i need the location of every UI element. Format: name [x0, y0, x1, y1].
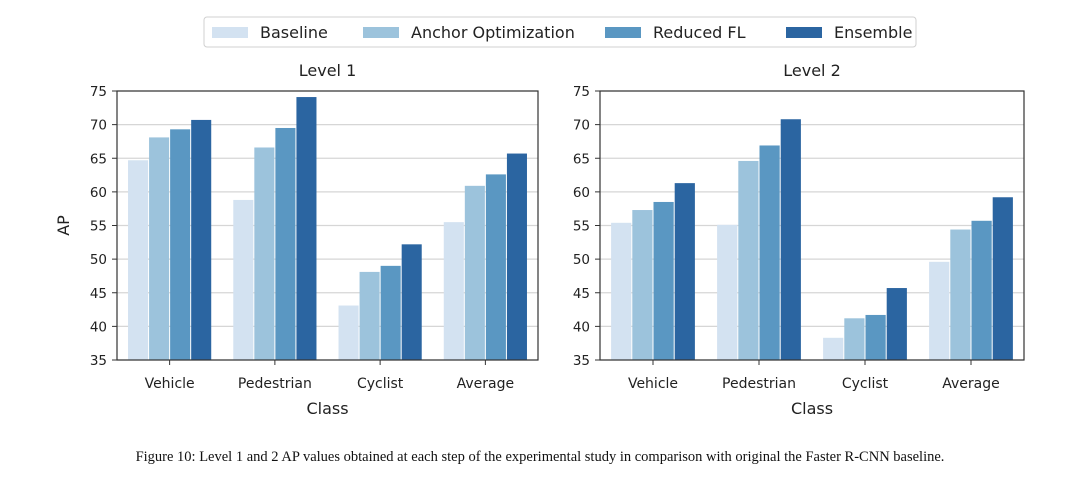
- chart2-bar: [674, 183, 695, 360]
- figure-caption: Figure 10: Level 1 and 2 AP values obtai…: [135, 449, 945, 465]
- chart1-frame: [116, 90, 539, 361]
- chart1-xtick-label: Average: [457, 376, 515, 392]
- chart2-xtick-label: Average: [942, 376, 1000, 392]
- chart2-xtick-label: Pedestrian: [722, 376, 796, 392]
- chart1-bar: [401, 244, 422, 360]
- chart2-bar: [823, 337, 844, 360]
- chart1-bar: [149, 137, 170, 360]
- chart2-bar: [971, 220, 992, 360]
- chart1-ytick-label: 70: [90, 118, 107, 134]
- chart2-xtick-label: Cyclist: [842, 376, 889, 392]
- chart1-bar: [464, 185, 485, 360]
- chart1-bar: [338, 305, 359, 360]
- chart2-xtick-label: Vehicle: [628, 376, 678, 392]
- legend-swatch-3: [786, 27, 822, 38]
- chart1-bar: [296, 97, 317, 361]
- chart2-bar: [780, 119, 801, 361]
- chart2-ytick-label: 35: [573, 353, 590, 369]
- chart2-bar: [759, 145, 780, 360]
- chart1-ytick-label: 75: [90, 84, 107, 100]
- chart1-xtick-label: Vehicle: [145, 376, 195, 392]
- chart1-ytick-label: 50: [90, 252, 107, 268]
- chart2-bar: [844, 318, 865, 360]
- chart1-bar: [485, 174, 506, 360]
- chart1-bar: [359, 271, 380, 360]
- legend-swatch-2: [605, 27, 641, 38]
- legend-label-1: Anchor Optimization: [411, 23, 575, 42]
- chart2-ytick-label: 70: [573, 118, 590, 134]
- chart2-ytick-label: 75: [573, 84, 590, 100]
- chart1-ytick-label: 55: [90, 219, 107, 235]
- chart2-bar: [717, 224, 738, 360]
- chart2-bar: [632, 210, 653, 360]
- chart2-bar: [929, 261, 950, 360]
- chart1-bar: [191, 119, 212, 360]
- chart2-title: Level 2: [783, 61, 841, 80]
- chart1-ytick-label: 45: [90, 286, 107, 302]
- chart2-ytick-label: 45: [573, 286, 590, 302]
- chart2-bar: [611, 222, 632, 360]
- chart1-bar: [275, 127, 296, 360]
- chart1-bar: [254, 147, 275, 360]
- chart2-bar: [653, 201, 674, 360]
- chart1-xlabel: Class: [306, 399, 348, 418]
- chart1-title: Level 1: [299, 61, 357, 80]
- chart1-bar: [170, 129, 191, 360]
- chart2-bar: [950, 229, 971, 360]
- chart1-bar: [443, 222, 464, 360]
- chart2-frame: [599, 90, 1025, 361]
- chart1-ylabel: AP: [54, 215, 73, 236]
- chart2-bar: [886, 288, 907, 360]
- chart1-xtick-label: Cyclist: [357, 376, 404, 392]
- chart2-ytick-label: 40: [573, 319, 590, 335]
- chart1-bar: [380, 265, 401, 360]
- chart1-ytick-label: 65: [90, 151, 107, 167]
- legend-label-3: Ensemble: [834, 23, 912, 42]
- legend-swatch-1: [363, 27, 399, 38]
- chart2-bar: [865, 314, 886, 360]
- chart1-bar: [233, 199, 254, 360]
- chart1-ytick-label: 40: [90, 319, 107, 335]
- chart2-bar: [738, 160, 759, 360]
- chart1-bar: [506, 153, 527, 360]
- chart1-bar: [128, 160, 149, 360]
- chart1-ytick-label: 60: [90, 185, 107, 201]
- chart2-ytick-label: 50: [573, 252, 590, 268]
- figure: Baseline Anchor Optimization Reduced FL Ens…: [54, 16, 1025, 418]
- legend-box: [203, 16, 917, 48]
- legend-label-2: Reduced FL: [653, 23, 746, 42]
- chart2-xlabel: Class: [791, 399, 833, 418]
- legend-swatch-0: [212, 27, 248, 38]
- legend-label-0: Baseline: [260, 23, 328, 42]
- chart2-ytick-label: 55: [573, 219, 590, 235]
- chart2-bar: [992, 197, 1013, 360]
- chart2-ytick-label: 60: [573, 185, 590, 201]
- chart1-xtick-label: Pedestrian: [238, 376, 312, 392]
- chart2-ytick-label: 65: [573, 151, 590, 167]
- chart1-ytick-label: 35: [90, 353, 107, 369]
